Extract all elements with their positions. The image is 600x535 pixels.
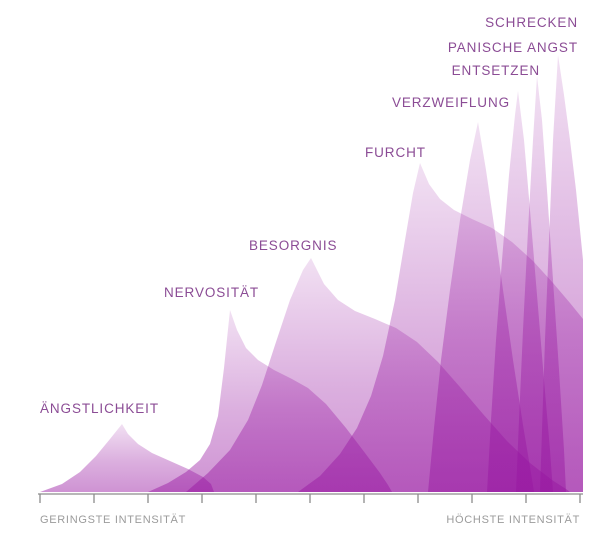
axis-label-highest-intensity: HÖCHSTE INTENSITÄT [446, 514, 580, 526]
area-shape-schrecken [540, 55, 583, 492]
area-shape-ängstlichkeit [40, 424, 214, 492]
emotion-label-nervosität: NERVOSITÄT [164, 285, 259, 300]
emotion-label-ängstlichkeit: ÄNGSTLICHKEIT [40, 401, 159, 416]
emotion-label-schrecken: SCHRECKEN [485, 15, 578, 30]
axis-label-lowest-intensity: GERINGSTE INTENSITÄT [40, 514, 186, 526]
emotion-label-verzweiflung: VERZWEIFLUNG [392, 95, 510, 110]
emotion-label-panische-angst: PANISCHE ANGST [448, 40, 578, 55]
emotion-label-furcht: FURCHT [365, 145, 426, 160]
emotion-label-entsetzen: ENTSETZEN [452, 63, 540, 78]
emotion-label-besorgnis: BESORGNIS [249, 238, 337, 253]
